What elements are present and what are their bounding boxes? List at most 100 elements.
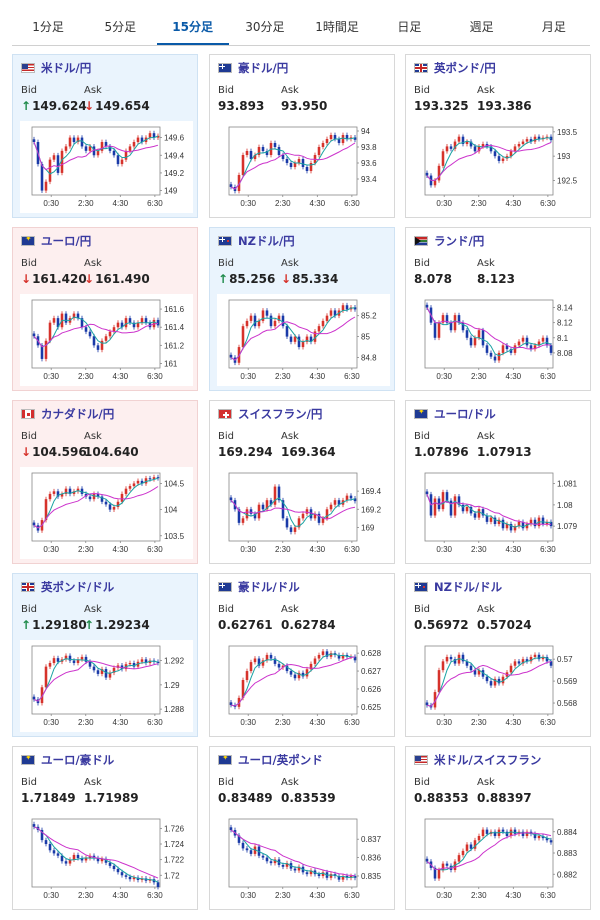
pair-card[interactable]: ユーロ/英ポンドBidAsk0.834890.835390.8370.8360.…: [209, 746, 395, 910]
pair-name[interactable]: ユーロ/英ポンド: [238, 753, 323, 767]
price-chart[interactable]: 161.6 161.4 161.2 161 0:30 2:30 4:30 6:30: [20, 294, 193, 386]
pair-card[interactable]: 英ポンド/ドル Bid Ask ↑1.29180 ↑1.29234 1.292 1.29 1.…: [12, 573, 198, 737]
pair-name[interactable]: 豪ドル/円: [238, 61, 289, 75]
candle-body: [533, 136, 537, 142]
tab-0[interactable]: 1分足: [32, 20, 64, 34]
pair-card[interactable]: 米ドル/スイスフラン Bid Ask 0.88353 0.88397 0.884 0.883…: [405, 746, 591, 910]
pair-card[interactable]: ユーロ/円BidAsk↓161.420↓161.490161.6161.4161…: [12, 227, 198, 391]
pair-name[interactable]: ユーロ/豪ドル: [41, 753, 115, 767]
ask-label: Ask: [477, 604, 495, 615]
pair-title[interactable]: スイスフラン/円: [218, 406, 322, 422]
pair-title[interactable]: 米ドル/円: [21, 60, 91, 76]
price-chart[interactable]: 0.837 0.836 0.835 0:30 2:30 4:30 6:30: [217, 813, 390, 905]
tab-7[interactable]: 月足: [541, 20, 566, 34]
pair-name[interactable]: NZドル/ドル: [434, 580, 503, 594]
price-chart[interactable]: 0.628 0.627 0.626 0.625 0:30 2:30 4:30 6:30: [217, 640, 390, 732]
pair-title[interactable]: カナダドル/円: [21, 406, 114, 422]
pair-card[interactable]: スイスフラン/円 Bid Ask 169.294 169.364 169.4 169.2 16…: [209, 400, 395, 564]
pair-card[interactable]: NZドル/ドル Bid Ask 0.56972 0.57024 0.57 0.569 0.56…: [405, 573, 591, 737]
candle-body: [537, 654, 541, 660]
pair-title[interactable]: NZドル/ドル: [414, 579, 502, 595]
pair-name[interactable]: カナダドル/円: [41, 407, 115, 421]
x-tick-label: 0:30: [43, 545, 59, 554]
pair-name[interactable]: スイスフラン/円: [238, 407, 323, 421]
candle-body: [525, 337, 529, 346]
pair-title[interactable]: 豪ドル/円: [218, 60, 288, 76]
pair-name[interactable]: ユーロ/円: [41, 234, 92, 248]
pair-name[interactable]: ランド/円: [434, 234, 485, 248]
pair-card[interactable]: 豪ドル/円 Bid Ask 93.893 93.950 94 93.8 93.6 93.4 0:3…: [209, 54, 395, 218]
pair-card[interactable]: ランド/円 Bid Ask 8.078 8.123 8.14 8.12 8.1 8.08 0:30…: [405, 227, 591, 391]
pair-title[interactable]: 英ポンド/円: [414, 60, 496, 76]
candle-body: [337, 139, 341, 143]
candle-body: [32, 824, 36, 827]
pair-title[interactable]: 米ドル/スイスフラン: [414, 752, 541, 768]
price-chart[interactable]: 94 93.8 93.6 93.4 0:30 2:30 4:30 6:30: [217, 121, 390, 213]
candle-body: [48, 844, 52, 851]
tab-4[interactable]: 1時間足: [315, 20, 359, 34]
candle-body: [48, 159, 52, 182]
pair-name[interactable]: 豪ドル/ドル: [238, 580, 300, 594]
pair-card[interactable]: 英ポンド/円 Bid Ask 193.325 193.386 193.5 193 192.5 0…: [405, 54, 591, 218]
candle-body: [152, 133, 156, 138]
pair-title[interactable]: NZドル/円: [218, 233, 295, 249]
candle-body: [445, 315, 449, 323]
price-chart[interactable]: 169.4 169.2 169 0:30 2:30 4:30 6:30: [217, 467, 390, 559]
pair-name[interactable]: 英ポンド/ドル: [41, 580, 115, 594]
candle-body: [84, 858, 88, 861]
pair-name[interactable]: ユーロ/ドル: [434, 407, 496, 421]
pair-title[interactable]: ランド/円: [414, 233, 484, 249]
candle-body: [144, 659, 148, 663]
candle-body: [261, 504, 265, 510]
candle-body: [517, 661, 521, 664]
x-tick-label: 6:30: [344, 372, 360, 381]
candle-body: [265, 654, 269, 661]
tab-3[interactable]: 30分足: [245, 20, 285, 34]
chart-svg: 8.14 8.12 8.1 8.08 0:30 2:30 4:30 6:30: [424, 299, 573, 381]
y-tick-label: 1.724: [164, 840, 185, 849]
candle-body: [317, 874, 321, 876]
candle-body: [44, 181, 48, 191]
pair-name[interactable]: NZドル/円: [238, 234, 295, 248]
tab-1[interactable]: 5分足: [104, 20, 137, 34]
candle-body: [60, 493, 64, 497]
pair-name[interactable]: 米ドル/スイスフラン: [434, 753, 542, 767]
tab-5[interactable]: 日足: [397, 20, 422, 34]
bid-number: 85.256: [229, 272, 276, 286]
pair-title[interactable]: 英ポンド/ドル: [21, 579, 114, 595]
pair-title[interactable]: ユーロ/円: [21, 233, 91, 249]
price-chart[interactable]: 85.2 85 84.8 0:30 2:30 4:30 6:30: [217, 294, 390, 386]
pair-card[interactable]: ユーロ/豪ドルBidAsk1.718491.719891.7261.7241.7…: [12, 746, 198, 910]
candle-body: [100, 669, 104, 674]
pair-title[interactable]: ユーロ/英ポンド: [218, 752, 323, 768]
pair-card[interactable]: 米ドル/円 Bid Ask ↑149.624 ↓149.654 149.6 149.4 149…: [12, 54, 198, 218]
candle-body: [509, 151, 513, 157]
pair-name[interactable]: 英ポンド/円: [434, 61, 496, 75]
pair-card[interactable]: カナダドル/円 Bid Ask ↓104.596 104.640 104.5 104 103.…: [12, 400, 198, 564]
y-tick-label: 93.8: [361, 143, 377, 152]
price-chart[interactable]: 1.292 1.29 1.288 0:30 2:30 4:30 6:30: [20, 640, 193, 732]
price-chart[interactable]: 1.726 1.724 1.722 1.72 0:30 2:30 4:30 6:30: [20, 813, 193, 905]
pair-title[interactable]: ユーロ/豪ドル: [21, 752, 114, 768]
tab-2[interactable]: 15分足: [156, 10, 229, 45]
pair-title[interactable]: 豪ドル/ドル: [218, 579, 300, 595]
price-chart[interactable]: 104.5 104 103.5 0:30 2:30 4:30 6:30: [20, 467, 193, 559]
candle-body: [92, 493, 96, 500]
price-chart[interactable]: 0.884 0.883 0.882 0:30 2:30 4:30 6:30: [413, 813, 586, 905]
tab-6[interactable]: 週足: [469, 20, 494, 34]
price-chart[interactable]: 193.5 193 192.5 0:30 2:30 4:30 6:30: [413, 121, 586, 213]
candle-body: [453, 141, 457, 149]
price-chart[interactable]: 0.57 0.569 0.568 0:30 2:30 4:30 6:30: [413, 640, 586, 732]
ask-label: Ask: [477, 777, 495, 788]
pair-card[interactable]: 豪ドル/ドル Bid Ask 0.62761 0.62784 0.628 0.627 0.62…: [209, 573, 395, 737]
price-chart[interactable]: 149.6 149.4 149.2 149 0:30 2:30 4:30 6:30: [20, 121, 193, 213]
candle-body: [241, 518, 245, 523]
pair-card[interactable]: ユーロ/ドル Bid Ask 1.07896 1.07913 1.081 1.08 1.079…: [405, 400, 591, 564]
bid-value: ↑149.624: [21, 99, 87, 113]
pair-title[interactable]: ユーロ/ドル: [414, 406, 496, 422]
pair-name[interactable]: 米ドル/円: [41, 61, 92, 75]
price-chart[interactable]: 8.14 8.12 8.1 8.08 0:30 2:30 4:30 6:30: [413, 294, 586, 386]
y-tick-label: 169: [361, 523, 375, 532]
pair-card[interactable]: NZドル/円 Bid Ask ↑85.256 ↓85.334 85.2 85 84.8 0:30…: [209, 227, 395, 391]
price-chart[interactable]: 1.081 1.08 1.079 0:30 2:30 4:30 6:30: [413, 467, 586, 559]
